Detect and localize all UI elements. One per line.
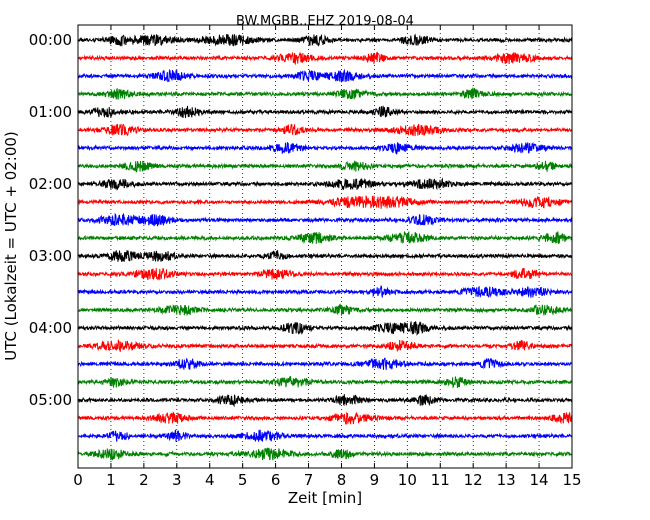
x-tick-label: 15 [562,471,581,489]
y-axis-title: UTC (Lokalzeit = UTC + 02:00) [2,131,20,361]
trace-line [77,429,573,442]
x-tick-label: 11 [431,471,450,489]
trace-line [77,87,573,100]
trace-line [77,177,573,191]
x-tick-label: 6 [271,471,281,489]
trace-line [77,230,573,245]
x-tick-label: 14 [530,471,549,489]
y-tick-label: 00:00 [29,31,72,49]
trace-line [77,68,573,84]
x-tick-label: 7 [304,471,314,489]
trace-line [77,212,573,227]
x-tick-label: 0 [73,471,83,489]
y-tick-label: 03:00 [29,247,72,265]
trace-line [77,357,573,370]
y-axis-ticks: 00:00 01:00 02:00 03:00 04:00 05:00 [29,31,572,409]
y-tick-label: 04:00 [29,319,72,337]
trace-line [77,195,573,209]
plot-frame [77,24,573,469]
trace-line [77,285,573,298]
trace-line [77,123,573,137]
x-tick-label: 4 [205,471,215,489]
trace-line [77,33,573,47]
trace-line [77,51,573,66]
chart-title: BW.MGBB..EHZ 2019-08-04 [236,14,414,29]
trace-line [77,141,573,156]
x-tick-label: 1 [106,471,116,489]
trace-line [77,447,573,461]
x-tick-label: 2 [139,471,149,489]
x-axis-title: Zeit [min] [288,489,362,507]
seismogram-traces [77,33,573,461]
x-tick-label: 12 [464,471,483,489]
trace-line [77,411,573,426]
x-tick-label: 9 [370,471,380,489]
x-axis-ticks: 0 1 2 3 4 5 6 7 8 9 10 11 12 13 14 15 [73,25,582,489]
trace-line [77,267,573,281]
y-tick-label: 01:00 [29,103,72,121]
trace-line [77,376,573,389]
trace-line [77,303,573,317]
trace-line [77,394,573,408]
trace-line [77,339,573,352]
trace-line [77,320,573,336]
x-tick-label: 5 [238,471,248,489]
trace-line [77,160,573,173]
trace-line [77,105,573,119]
x-tick-label: 8 [337,471,347,489]
x-tick-label: 10 [398,471,417,489]
trace-line [77,249,573,262]
x-tick-label: 3 [172,471,182,489]
x-tick-label: 13 [497,471,516,489]
y-tick-label: 02:00 [29,175,72,193]
y-tick-label: 05:00 [29,391,72,409]
